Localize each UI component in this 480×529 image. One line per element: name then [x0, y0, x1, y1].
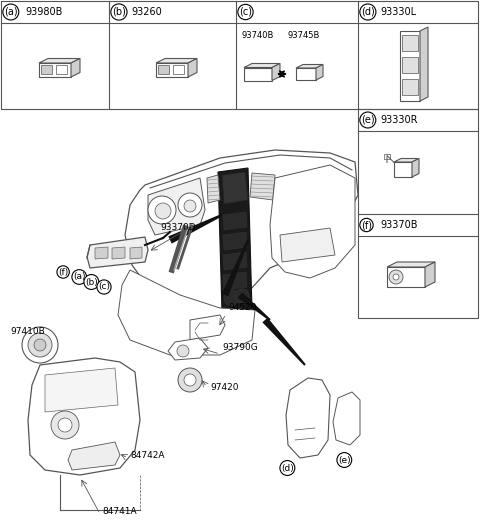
Text: (b): (b) — [85, 278, 98, 287]
Text: (c): (c) — [98, 282, 110, 291]
Text: (d): (d) — [361, 7, 375, 17]
Polygon shape — [250, 173, 275, 200]
Text: (a): (a) — [73, 272, 85, 281]
Circle shape — [389, 270, 403, 284]
Polygon shape — [222, 172, 248, 204]
Polygon shape — [168, 214, 223, 244]
Polygon shape — [280, 228, 335, 262]
Text: 93790G: 93790G — [222, 343, 258, 352]
Circle shape — [178, 368, 202, 392]
Circle shape — [51, 411, 79, 439]
Polygon shape — [95, 247, 108, 259]
Polygon shape — [223, 252, 247, 270]
Bar — [400, 31, 420, 101]
Polygon shape — [316, 65, 323, 80]
Polygon shape — [28, 358, 140, 475]
Polygon shape — [296, 68, 316, 80]
Text: 93330L: 93330L — [380, 7, 416, 17]
Text: 93370D: 93370D — [160, 223, 196, 232]
Circle shape — [235, 289, 249, 303]
Bar — [384, 153, 390, 159]
Text: 93980B: 93980B — [25, 7, 62, 17]
Polygon shape — [387, 267, 425, 287]
Polygon shape — [207, 175, 220, 203]
Polygon shape — [188, 59, 197, 77]
Polygon shape — [39, 63, 71, 77]
Polygon shape — [168, 338, 208, 360]
Text: 93745B: 93745B — [288, 31, 320, 40]
Circle shape — [148, 196, 176, 224]
Bar — [402, 57, 418, 73]
Circle shape — [34, 339, 46, 351]
Circle shape — [58, 418, 72, 432]
Bar — [402, 35, 418, 51]
Polygon shape — [112, 247, 125, 259]
Polygon shape — [425, 262, 435, 287]
Text: 84741A: 84741A — [102, 507, 137, 516]
Polygon shape — [125, 150, 358, 310]
Polygon shape — [39, 59, 80, 63]
Circle shape — [28, 333, 52, 357]
Circle shape — [393, 274, 399, 280]
Polygon shape — [387, 262, 435, 267]
Text: (d): (d) — [281, 463, 294, 472]
Bar — [158, 65, 169, 74]
Polygon shape — [270, 165, 355, 278]
Text: 93330R: 93330R — [380, 115, 418, 125]
Polygon shape — [156, 63, 188, 77]
Polygon shape — [244, 63, 280, 68]
Text: (c): (c) — [239, 7, 252, 17]
Bar — [56, 65, 67, 74]
Bar — [41, 65, 52, 74]
Text: (f): (f) — [58, 268, 68, 277]
Circle shape — [224, 290, 240, 306]
Polygon shape — [190, 315, 225, 340]
Polygon shape — [223, 212, 247, 230]
Polygon shape — [223, 232, 247, 250]
Text: 97420: 97420 — [210, 382, 239, 391]
Polygon shape — [218, 168, 252, 312]
Polygon shape — [130, 247, 142, 259]
Circle shape — [184, 200, 196, 212]
Polygon shape — [296, 65, 323, 68]
Polygon shape — [244, 68, 272, 80]
Polygon shape — [238, 293, 271, 321]
Bar — [402, 79, 418, 95]
Polygon shape — [87, 237, 148, 268]
Polygon shape — [71, 59, 80, 77]
Text: 97410B: 97410B — [10, 327, 45, 336]
Circle shape — [155, 203, 171, 219]
Circle shape — [177, 345, 189, 357]
Text: (f): (f) — [361, 220, 372, 230]
Text: (b): (b) — [112, 7, 126, 17]
Polygon shape — [222, 240, 249, 296]
Text: 93740B: 93740B — [242, 31, 274, 40]
Polygon shape — [412, 159, 419, 177]
Circle shape — [184, 374, 196, 386]
Bar — [173, 65, 184, 74]
Circle shape — [22, 327, 58, 363]
Polygon shape — [263, 318, 306, 366]
Polygon shape — [118, 270, 255, 355]
Text: 93260: 93260 — [131, 7, 162, 17]
Polygon shape — [148, 178, 205, 235]
Polygon shape — [286, 378, 330, 458]
Polygon shape — [272, 63, 280, 80]
Text: 94520: 94520 — [228, 304, 256, 313]
Text: (e): (e) — [361, 115, 374, 125]
Polygon shape — [394, 159, 419, 162]
Polygon shape — [156, 59, 197, 63]
Circle shape — [178, 193, 202, 217]
Polygon shape — [45, 368, 118, 412]
Text: 93370B: 93370B — [380, 220, 418, 230]
Polygon shape — [420, 27, 428, 101]
Polygon shape — [68, 442, 120, 470]
Polygon shape — [394, 162, 412, 177]
Text: (e): (e) — [338, 455, 350, 464]
Polygon shape — [333, 392, 360, 445]
Polygon shape — [223, 272, 247, 290]
Text: (a): (a) — [4, 7, 18, 17]
Text: 84742A: 84742A — [130, 451, 165, 460]
